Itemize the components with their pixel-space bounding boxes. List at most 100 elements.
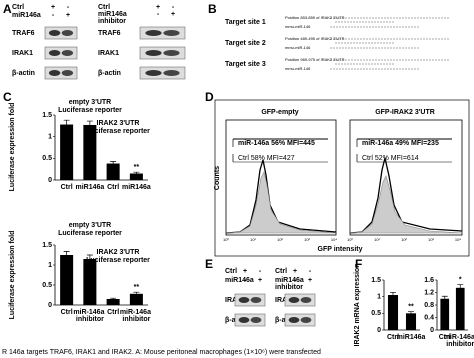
- annotation: **: [134, 164, 140, 171]
- sign: +: [51, 4, 55, 11]
- y-tick-label: 1: [377, 294, 381, 301]
- x-tick-label: 10¹: [374, 237, 380, 242]
- mirna-label: mmu-miR-146: [285, 45, 311, 50]
- panel-label: E: [205, 257, 213, 271]
- site-label: Target site 3: [225, 61, 266, 68]
- error-bar: [441, 295, 448, 299]
- condition-label: miR146a inhibitor: [275, 277, 306, 291]
- condition-label: miR146a: [12, 12, 41, 19]
- y-tick-label: 1.5: [42, 242, 52, 249]
- blot-label: IRAK1: [98, 50, 119, 57]
- x-tick-label: 10²: [401, 237, 407, 242]
- sign: -: [172, 4, 175, 11]
- site-position: Position 969-975 of IRAK2 3'UTR: [285, 57, 345, 62]
- band: [48, 30, 61, 36]
- x-tick-label: miR-146a inhibitor: [444, 334, 474, 348]
- band: [48, 50, 61, 56]
- panel-label: F: [355, 257, 362, 271]
- sign: +: [156, 4, 160, 11]
- bar: [129, 293, 143, 305]
- bar: [455, 287, 465, 330]
- blot: [139, 26, 186, 40]
- x-tick-label: 10⁰: [347, 237, 353, 242]
- legend-text: Ctrl 58% MFI=427: [238, 155, 295, 162]
- x-tick-label: 10³: [428, 237, 434, 242]
- error-bar: [133, 171, 140, 174]
- y-tick-label: 0: [48, 302, 52, 309]
- annotation: Luciferase reporter: [86, 128, 150, 135]
- sign: -: [309, 268, 312, 275]
- x-tick-label: Ctrl: [61, 184, 73, 191]
- condition-label: miR146a: [225, 277, 254, 284]
- x-tick-label: 10³: [304, 237, 310, 242]
- plot-title: GFP-empty: [261, 109, 298, 116]
- legend-text: miR-146a 49% MFI=235: [362, 140, 439, 147]
- y-tick-label: 0: [377, 327, 381, 334]
- blot-label: IRAK1: [12, 50, 33, 57]
- condition-label: miR146a inhibitor: [98, 11, 129, 25]
- band: [288, 317, 300, 323]
- sign: -: [157, 11, 160, 18]
- sign: +: [243, 268, 247, 275]
- blot: [139, 46, 186, 60]
- bar: [440, 298, 450, 330]
- annotation: Luciferase reporter: [86, 257, 150, 264]
- sign: +: [293, 268, 297, 275]
- y-tick-label: 0.4: [424, 314, 434, 321]
- y-tick-label: 0.5: [42, 155, 52, 162]
- sequence-lines: [330, 38, 450, 49]
- band: [238, 297, 250, 303]
- bar: [83, 259, 97, 305]
- y-tick-label: 1.5: [42, 112, 52, 119]
- annotation: empty 3'UTR: [69, 99, 112, 106]
- y-label: IRAK2 mRNA expression: [354, 264, 361, 347]
- x-tick-label: miR146a: [75, 184, 104, 191]
- bar: [129, 173, 143, 180]
- x-tick-label: Ctrl: [107, 184, 119, 191]
- annotation: **: [134, 284, 140, 291]
- band: [145, 70, 162, 76]
- condition-label: Ctrl: [12, 4, 24, 11]
- blot-label: β-actin: [12, 70, 35, 77]
- sign: +: [66, 12, 70, 19]
- bar: [106, 163, 120, 180]
- sign: +: [171, 11, 175, 18]
- sign: +: [308, 277, 312, 284]
- blot: [44, 46, 78, 60]
- band: [145, 50, 162, 56]
- sign: -: [294, 277, 297, 284]
- blot: [234, 293, 266, 307]
- y-tick-label: 1.5: [371, 277, 381, 284]
- x-tick-label: Ctrl: [439, 334, 451, 341]
- site-position: Position 853-859 of IRAK2 3'UTR: [285, 15, 345, 20]
- x-tick-label: Ctrl: [387, 334, 399, 341]
- annotation: Luciferase reporter: [58, 230, 122, 237]
- y-tick-label: 0: [430, 327, 434, 334]
- panel-label: C: [3, 90, 12, 104]
- y-tick-label: 0.8: [424, 302, 434, 309]
- y-tick-label: 1: [48, 262, 52, 269]
- site-position: Position 489-495 of IRAK2 3'UTR: [285, 36, 345, 41]
- bar: [60, 255, 74, 305]
- annotation: IRAK2 3'UTR: [97, 120, 140, 127]
- sign: -: [244, 277, 247, 284]
- legend-text: Ctrl 52% MFI=614: [362, 155, 419, 162]
- y-label: Luciferase expression fold: [9, 103, 16, 192]
- caption: R 146a targets TRAF6, IRAK1 and IRAK2. A…: [2, 349, 321, 356]
- y-tick-label: 1: [48, 134, 52, 141]
- y-tick-label: 0: [48, 177, 52, 184]
- band: [61, 30, 74, 36]
- error-bar: [63, 119, 70, 125]
- band: [300, 297, 312, 303]
- blot-label: β-actin: [98, 70, 121, 77]
- band: [163, 30, 180, 36]
- bar: [83, 124, 97, 180]
- mirna-label: mmu-miR-146: [285, 24, 311, 29]
- blot: [139, 66, 186, 80]
- site-label: Target site 2: [225, 40, 266, 47]
- mirna-label: mmu-miR-146: [285, 66, 311, 71]
- blot: [284, 313, 316, 327]
- error-bar: [457, 284, 464, 288]
- x-label: GFP intensity: [318, 246, 363, 253]
